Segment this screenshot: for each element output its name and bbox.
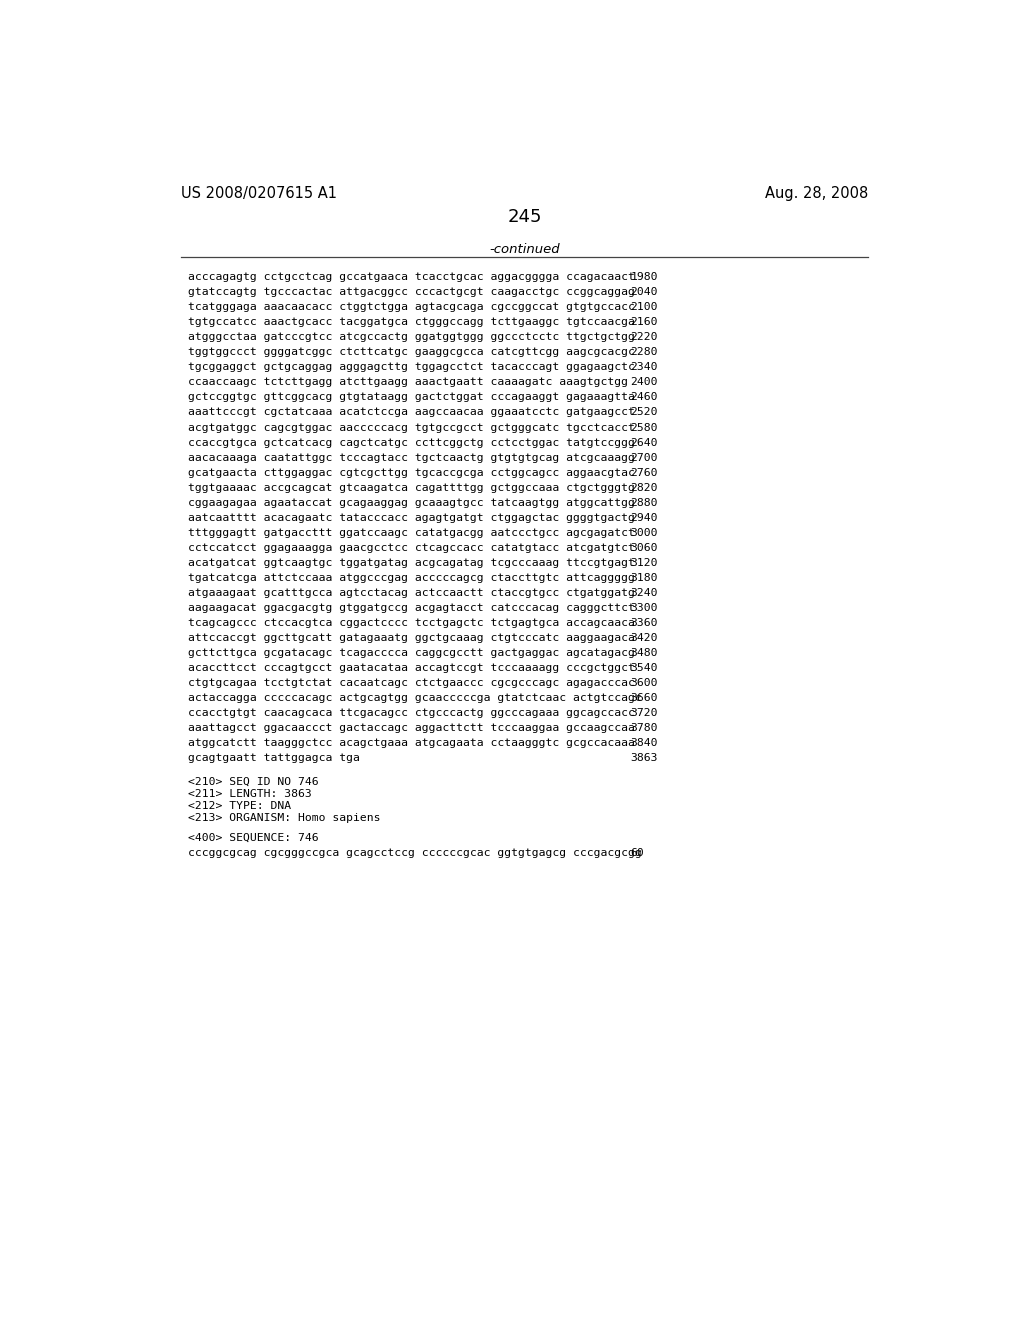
Text: ccaaccaagc tctcttgagg atcttgaagg aaactgaatt caaaagatc aaagtgctgg: ccaaccaagc tctcttgagg atcttgaagg aaactga… [188,378,629,388]
Text: actaccagga cccccacagc actgcagtgg gcaacccccga gtatctcaac actgtccagc: actaccagga cccccacagc actgcagtgg gcaaccc… [188,693,642,702]
Text: 2820: 2820 [630,483,657,492]
Text: cctccatcct ggagaaagga gaacgcctcc ctcagccacc catatgtacc atcgatgtct: cctccatcct ggagaaagga gaacgcctcc ctcagcc… [188,543,635,553]
Text: 3863: 3863 [630,752,657,763]
Text: 2640: 2640 [630,437,657,447]
Text: 2520: 2520 [630,408,657,417]
Text: 3360: 3360 [630,618,657,628]
Text: 2940: 2940 [630,512,657,523]
Text: tcagcagccc ctccacgtca cggactcccc tcctgagctc tctgagtgca accagcaaca: tcagcagccc ctccacgtca cggactcccc tcctgag… [188,618,635,628]
Text: 3120: 3120 [630,557,657,568]
Text: acatgatcat ggtcaagtgc tggatgatag acgcagatag tcgcccaaag ttccgtgagt: acatgatcat ggtcaagtgc tggatgatag acgcaga… [188,557,635,568]
Text: -continued: -continued [489,243,560,256]
Text: 3480: 3480 [630,648,657,657]
Text: ctgtgcagaa tcctgtctat cacaatcagc ctctgaaccc cgcgcccagc agagacccac: ctgtgcagaa tcctgtctat cacaatcagc ctctgaa… [188,677,635,688]
Text: 2100: 2100 [630,302,657,313]
Text: 2880: 2880 [630,498,657,508]
Text: aaattagcct ggacaaccct gactaccagc aggacttctt tcccaaggaa gccaagccaa: aaattagcct ggacaaccct gactaccagc aggactt… [188,723,635,733]
Text: <211> LENGTH: 3863: <211> LENGTH: 3863 [188,789,312,799]
Text: <212> TYPE: DNA: <212> TYPE: DNA [188,801,292,810]
Text: 3540: 3540 [630,663,657,673]
Text: tcatgggaga aaacaacacc ctggtctgga agtacgcaga cgccggccat gtgtgccacc: tcatgggaga aaacaacacc ctggtctgga agtacgc… [188,302,635,313]
Text: 2220: 2220 [630,333,657,342]
Text: cccggcgcag cgcgggccgca gcagcctccg ccccccgcac ggtgtgagcg cccgacgcgg: cccggcgcag cgcgggccgca gcagcctccg cccccc… [188,847,642,858]
Text: 60: 60 [630,847,644,858]
Text: gcatgaacta cttggaggac cgtcgcttgg tgcaccgcga cctggcagcc aggaacgtac: gcatgaacta cttggaggac cgtcgcttgg tgcaccg… [188,467,635,478]
Text: US 2008/0207615 A1: US 2008/0207615 A1 [180,186,337,201]
Text: gctccggtgc gttcggcacg gtgtataagg gactctggat cccagaaggt gagaaagtta: gctccggtgc gttcggcacg gtgtataagg gactctg… [188,392,635,403]
Text: ccacctgtgt caacagcaca ttcgacagcc ctgcccactg ggcccagaaa ggcagccacc: ccacctgtgt caacagcaca ttcgacagcc ctgccca… [188,708,635,718]
Text: acgtgatggc cagcgtggac aacccccacg tgtgccgcct gctgggcatc tgcctcacct: acgtgatggc cagcgtggac aacccccacg tgtgccg… [188,422,635,433]
Text: 3060: 3060 [630,543,657,553]
Text: 3300: 3300 [630,603,657,612]
Text: 2700: 2700 [630,453,657,462]
Text: 2760: 2760 [630,467,657,478]
Text: acccagagtg cctgcctcag gccatgaaca tcacctgcac aggacgggga ccagacaact: acccagagtg cctgcctcag gccatgaaca tcacctg… [188,272,635,282]
Text: ccaccgtgca gctcatcacg cagctcatgc ccttcggctg cctcctggac tatgtccggg: ccaccgtgca gctcatcacg cagctcatgc ccttcgg… [188,437,635,447]
Text: 3240: 3240 [630,587,657,598]
Text: 2580: 2580 [630,422,657,433]
Text: <213> ORGANISM: Homo sapiens: <213> ORGANISM: Homo sapiens [188,813,381,822]
Text: 3420: 3420 [630,632,657,643]
Text: 3180: 3180 [630,573,657,582]
Text: gtatccagtg tgcccactac attgacggcc cccactgcgt caagacctgc ccggcaggag: gtatccagtg tgcccactac attgacggcc cccactg… [188,288,635,297]
Text: <210> SEQ ID NO 746: <210> SEQ ID NO 746 [188,777,319,787]
Text: 2280: 2280 [630,347,657,358]
Text: atgaaagaat gcatttgcca agtcctacag actccaactt ctaccgtgcc ctgatggatg: atgaaagaat gcatttgcca agtcctacag actccaa… [188,587,635,598]
Text: 3720: 3720 [630,708,657,718]
Text: aaattcccgt cgctatcaaa acatctccga aagccaacaa ggaaatcctc gatgaagcct: aaattcccgt cgctatcaaa acatctccga aagccaa… [188,408,635,417]
Text: tttgggagtt gatgaccttt ggatccaagc catatgacgg aatccctgcc agcgagatct: tttgggagtt gatgaccttt ggatccaagc catatga… [188,528,635,537]
Text: tggtgaaaac accgcagcat gtcaagatca cagattttgg gctggccaaa ctgctgggtg: tggtgaaaac accgcagcat gtcaagatca cagattt… [188,483,635,492]
Text: 3840: 3840 [630,738,657,748]
Text: gcttcttgca gcgatacagc tcagacccca caggcgcctt gactgaggac agcatagacg: gcttcttgca gcgatacagc tcagacccca caggcgc… [188,648,635,657]
Text: attccaccgt ggcttgcatt gatagaaatg ggctgcaaag ctgtcccatc aaggaagaca: attccaccgt ggcttgcatt gatagaaatg ggctgca… [188,632,635,643]
Text: acaccttcct cccagtgcct gaatacataa accagtccgt tcccaaaagg cccgctggct: acaccttcct cccagtgcct gaatacataa accagtc… [188,663,635,673]
Text: 2040: 2040 [630,288,657,297]
Text: aacacaaaga caatattggc tcccagtacc tgctcaactg gtgtgtgcag atcgcaaagg: aacacaaaga caatattggc tcccagtacc tgctcaa… [188,453,635,462]
Text: atgggcctaa gatcccgtcc atcgccactg ggatggtggg ggccctcctc ttgctgctgg: atgggcctaa gatcccgtcc atcgccactg ggatggt… [188,333,635,342]
Text: 2160: 2160 [630,317,657,327]
Text: tggtggccct ggggatcggc ctcttcatgc gaaggcgcca catcgttcgg aagcgcacgc: tggtggccct ggggatcggc ctcttcatgc gaaggcg… [188,347,635,358]
Text: tgatcatcga attctccaaa atggcccgag acccccagcg ctaccttgtc attcaggggg: tgatcatcga attctccaaa atggcccgag accccca… [188,573,635,582]
Text: tgcggaggct gctgcaggag agggagcttg tggagcctct tacacccagt ggagaagctc: tgcggaggct gctgcaggag agggagcttg tggagcc… [188,363,635,372]
Text: cggaagagaa agaataccat gcagaaggag gcaaagtgcc tatcaagtgg atggcattgg: cggaagagaa agaataccat gcagaaggag gcaaagt… [188,498,635,508]
Text: atggcatctt taagggctcc acagctgaaa atgcagaata cctaagggtc gcgccacaaa: atggcatctt taagggctcc acagctgaaa atgcaga… [188,738,635,748]
Text: 3000: 3000 [630,528,657,537]
Text: Aug. 28, 2008: Aug. 28, 2008 [765,186,868,201]
Text: 3780: 3780 [630,723,657,733]
Text: 3660: 3660 [630,693,657,702]
Text: <400> SEQUENCE: 746: <400> SEQUENCE: 746 [188,833,319,842]
Text: aatcaatttt acacagaatc tatacccacc agagtgatgt ctggagctac ggggtgactg: aatcaatttt acacagaatc tatacccacc agagtga… [188,512,635,523]
Text: 2400: 2400 [630,378,657,388]
Text: tgtgccatcc aaactgcacc tacggatgca ctgggccagg tcttgaaggc tgtccaacga: tgtgccatcc aaactgcacc tacggatgca ctgggcc… [188,317,635,327]
Text: gcagtgaatt tattggagca tga: gcagtgaatt tattggagca tga [188,752,360,763]
Text: 2460: 2460 [630,392,657,403]
Text: 2340: 2340 [630,363,657,372]
Text: aagaagacat ggacgacgtg gtggatgccg acgagtacct catcccacag cagggcttct: aagaagacat ggacgacgtg gtggatgccg acgagta… [188,603,635,612]
Text: 3600: 3600 [630,677,657,688]
Text: 245: 245 [508,207,542,226]
Text: 1980: 1980 [630,272,657,282]
